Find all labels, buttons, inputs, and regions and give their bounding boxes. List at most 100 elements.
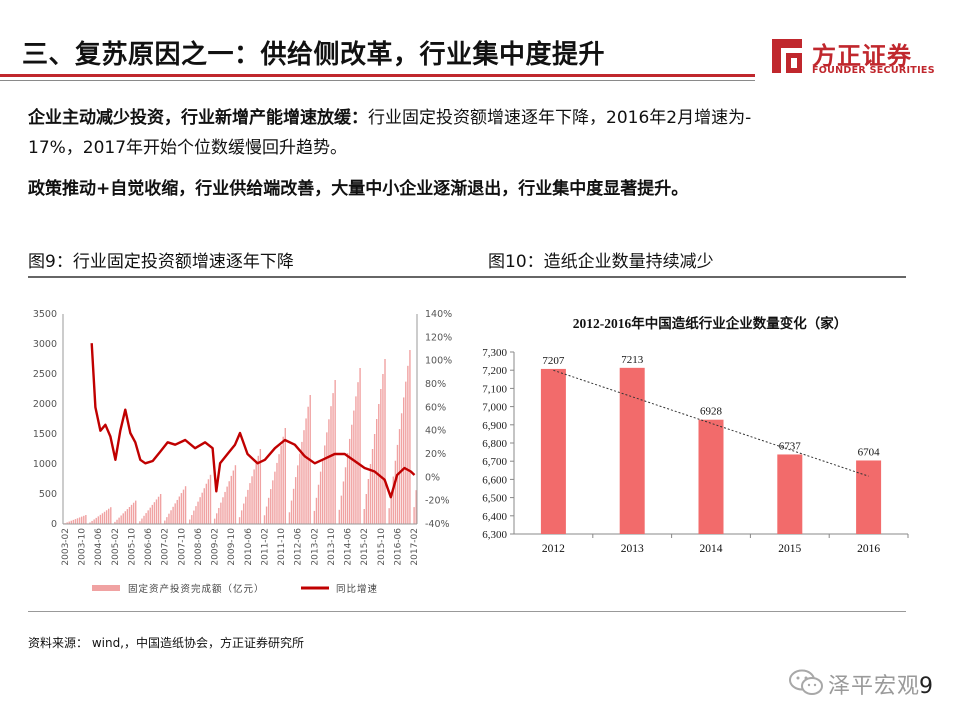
investment-bar xyxy=(357,382,359,524)
paragraph-lead: 企业主动减少投资，行业新增产能增速放缓： xyxy=(28,108,368,128)
investment-bar xyxy=(351,424,353,524)
legend-bar-label: 固定资产投资完成额（亿元） xyxy=(128,583,265,595)
figure-bottom-divider xyxy=(28,611,906,612)
investment-bar xyxy=(172,506,174,524)
investment-bar xyxy=(155,499,158,524)
investment-bar xyxy=(282,436,284,524)
investment-bar xyxy=(380,389,382,524)
investment-bar xyxy=(103,511,106,524)
investment-bar xyxy=(394,460,397,524)
left-tick-label: 2500 xyxy=(33,369,57,380)
x-tick-label: 2015-10 xyxy=(377,528,387,566)
investment-bar xyxy=(132,502,135,524)
category-label: 2015 xyxy=(778,543,801,555)
count-bar xyxy=(698,419,724,534)
investment-bar xyxy=(365,494,368,524)
figure-10-title: 图10：造纸企业数量持续减少 xyxy=(488,252,714,272)
y-tick-label: 6,300 xyxy=(482,529,507,541)
x-tick-label: 2011-02 xyxy=(260,528,270,566)
investment-bar xyxy=(373,434,376,524)
paragraph-text-2: 17%，2017年开始个位数缓慢回升趋势。 xyxy=(28,138,348,158)
investment-bar xyxy=(396,444,399,524)
count-value-label: 7207 xyxy=(542,355,565,367)
logo-name: 方正证券 xyxy=(812,42,912,70)
investment-bar xyxy=(164,520,166,524)
investment-bar xyxy=(66,522,68,524)
investment-bar xyxy=(299,453,301,524)
y-tick-label: 7,200 xyxy=(482,365,507,377)
investment-bar xyxy=(328,419,330,524)
investment-bar xyxy=(405,381,407,524)
investment-bar xyxy=(105,510,108,524)
investment-bar xyxy=(359,368,361,524)
investment-bar xyxy=(76,518,79,524)
investment-bar xyxy=(363,509,365,524)
investment-bar xyxy=(228,481,230,524)
investment-bar xyxy=(176,499,178,524)
investment-bar xyxy=(305,418,307,524)
legend-bar-swatch xyxy=(92,585,120,591)
legend-line-label: 同比增速 xyxy=(336,583,378,595)
paragraph-text-1: 行业固定投资额增速逐年下降，2016年2月增速为- xyxy=(368,108,752,128)
x-tick-label: 2003-10 xyxy=(78,528,88,566)
investment-bar xyxy=(159,494,162,524)
count-value-label: 6737 xyxy=(779,440,802,452)
investment-bar xyxy=(201,492,203,524)
investment-bar xyxy=(110,507,112,524)
investment-bar xyxy=(367,479,370,524)
wechat-icon xyxy=(789,669,823,695)
investment-bar xyxy=(415,490,417,524)
investment-bar xyxy=(72,519,75,524)
investment-bar xyxy=(128,506,131,524)
investment-bar xyxy=(403,397,405,524)
investment-bar xyxy=(95,517,97,524)
right-tick-label: -20% xyxy=(425,496,450,507)
investment-bar xyxy=(330,406,332,524)
investment-bar xyxy=(126,509,129,524)
investment-bar xyxy=(257,455,259,524)
investment-bar xyxy=(338,509,341,524)
investment-bar xyxy=(297,465,299,524)
investment-bar xyxy=(400,413,403,524)
investment-bar xyxy=(80,516,83,524)
left-tick-label: 1500 xyxy=(33,429,57,440)
investment-bar xyxy=(259,449,262,524)
investment-bar xyxy=(353,410,355,524)
investment-bar xyxy=(218,507,220,524)
investment-bar xyxy=(70,520,73,524)
count-value-label: 6704 xyxy=(858,446,881,458)
investment-bar xyxy=(89,522,91,524)
investment-bar xyxy=(168,513,170,524)
investment-bar xyxy=(348,438,351,524)
investment-bar xyxy=(344,467,347,524)
y-tick-label: 7,000 xyxy=(482,402,507,414)
investment-bar xyxy=(116,519,118,524)
investment-bar xyxy=(398,429,401,524)
investment-bar xyxy=(355,396,357,524)
investment-bar xyxy=(413,507,415,524)
paragraph-policy: 政策推动+自觉收缩，行业供给端改善，大量中小企业逐渐退出，行业集中度显著提升。 xyxy=(28,179,689,199)
founder-logo-icon xyxy=(772,39,802,73)
investment-bar xyxy=(390,492,392,524)
investment-bar xyxy=(153,502,156,524)
category-label: 2016 xyxy=(857,543,880,555)
x-tick-label: 2015-02 xyxy=(360,528,370,566)
investment-bar xyxy=(99,514,102,524)
investment-bar xyxy=(195,506,197,524)
investment-bar xyxy=(205,483,208,524)
investment-bar xyxy=(324,445,326,524)
investment-bar xyxy=(193,510,195,524)
y-tick-label: 6,600 xyxy=(482,474,507,486)
investment-bar xyxy=(240,510,243,524)
investment-bar xyxy=(315,497,318,524)
investment-bar xyxy=(342,481,345,524)
investment-bar xyxy=(226,486,228,524)
investment-bar xyxy=(332,393,334,524)
count-value-label: 7213 xyxy=(621,354,644,366)
investment-bar xyxy=(209,474,212,524)
investment-bar xyxy=(145,513,147,524)
investment-bar xyxy=(265,506,268,524)
investment-bar xyxy=(313,510,316,524)
company-logo: 方正证券 FOUNDER SECURITIES xyxy=(766,36,936,80)
investment-bar xyxy=(292,488,295,524)
